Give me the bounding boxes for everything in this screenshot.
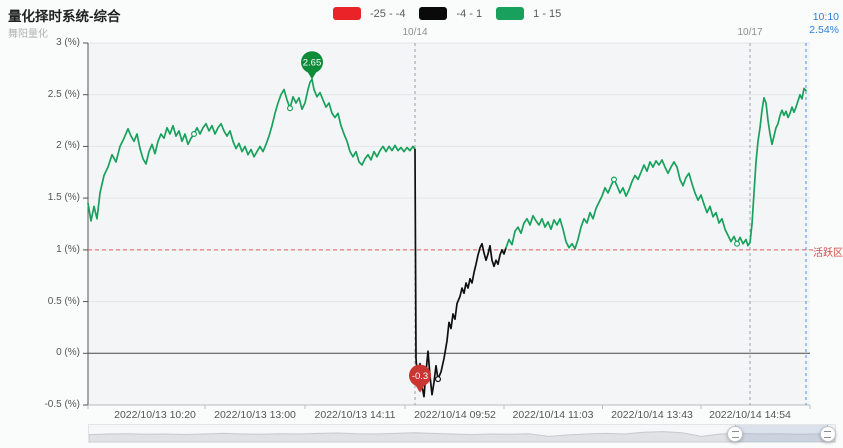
line-series	[414, 148, 507, 398]
current-time: 10:10	[812, 11, 839, 23]
data-zoom-right-handle[interactable]	[819, 426, 836, 442]
data-point-marker	[733, 240, 740, 247]
line-series	[87, 78, 416, 222]
line-series	[505, 87, 807, 250]
pin-value-label: 2.65	[303, 58, 322, 69]
legend-label: 1 - 15	[533, 7, 562, 20]
data-zoom-slider[interactable]	[88, 424, 836, 443]
legend-swatch-green	[496, 7, 525, 20]
legend-label: -4 - 1	[456, 7, 483, 20]
grip-icon	[824, 430, 832, 438]
data-zoom-left-handle[interactable]	[727, 426, 744, 442]
data-point-marker	[191, 131, 198, 138]
data-point-marker	[287, 105, 294, 112]
data-point-marker	[435, 376, 442, 383]
current-value: 2.54%	[809, 23, 839, 36]
annotation-pin: 2.65	[301, 51, 323, 80]
legend-item-neutral-range[interactable]: -4 - 1	[419, 7, 482, 20]
legend-item-negative-range[interactable]: -25 - -4	[333, 7, 405, 20]
chart-legend: -25 - -4 -4 - 1 1 - 15	[333, 7, 561, 20]
annotation-pin: -0.3	[409, 364, 431, 393]
legend-swatch-red	[333, 7, 361, 20]
page-subtitle: 舞阳量化	[8, 29, 48, 40]
current-reading: 10:10 2.54%	[809, 11, 839, 36]
data-zoom-window[interactable]	[735, 425, 828, 442]
data-point-marker	[610, 176, 617, 183]
legend-item-positive-range[interactable]: 1 - 15	[496, 7, 561, 20]
legend-label: -25 - -4	[370, 7, 406, 20]
page-title: 量化择时系统-综合	[8, 9, 121, 24]
grip-icon	[731, 430, 739, 438]
legend-swatch-black	[419, 7, 448, 20]
data-zoom-silhouette	[89, 431, 835, 442]
pin-value-label: -0.3	[412, 371, 428, 382]
